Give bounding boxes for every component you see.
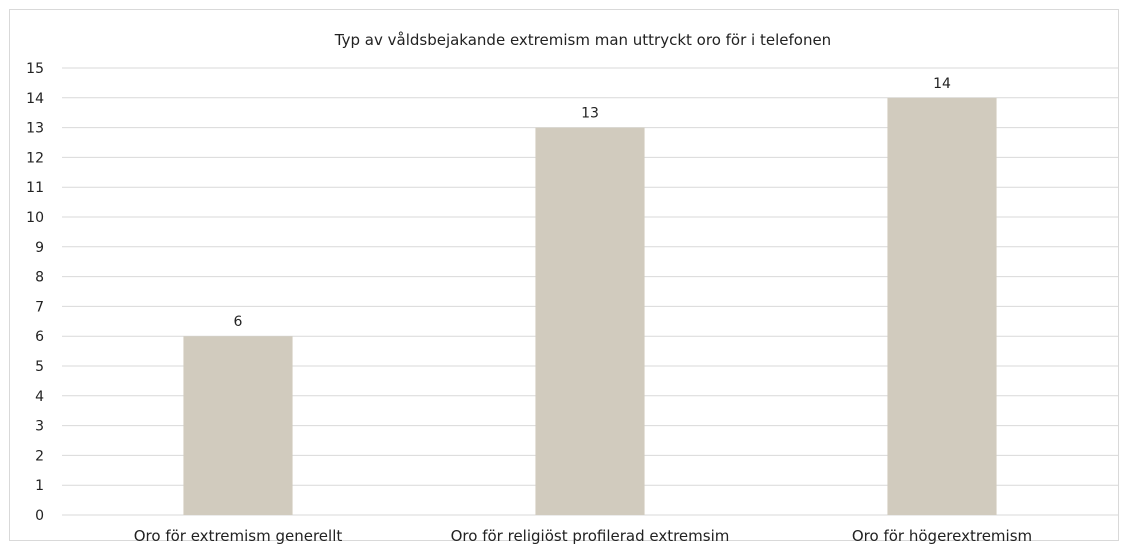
y-tick-label: 13 xyxy=(26,121,44,137)
y-tick-label: 12 xyxy=(26,150,44,166)
y-tick-label: 15 xyxy=(26,61,44,77)
x-axis-categories: Oro för extremism generellt Oro för relig… xyxy=(134,527,1032,545)
data-label: 6 xyxy=(234,314,243,330)
y-tick-label: 5 xyxy=(35,359,44,375)
data-label: 13 xyxy=(581,106,599,122)
y-tick-label: 3 xyxy=(35,419,44,435)
y-tick-label: 4 xyxy=(35,389,44,405)
data-labels: 6 13 14 xyxy=(234,76,951,330)
y-tick-label: 7 xyxy=(35,299,44,315)
y-tick-label: 8 xyxy=(35,270,44,286)
y-tick-label: 14 xyxy=(26,91,44,107)
y-tick-label: 0 xyxy=(35,508,44,524)
y-tick-label: 6 xyxy=(35,329,44,345)
y-tick-label: 10 xyxy=(26,210,44,226)
x-category-label: Oro för högerextremism xyxy=(852,527,1032,545)
bar xyxy=(535,127,645,515)
bar xyxy=(183,336,293,515)
bars xyxy=(183,97,997,516)
y-tick-label: 1 xyxy=(35,478,44,494)
chart-title: Typ av våldsbejakande extremism man uttr… xyxy=(334,31,831,49)
bar xyxy=(887,97,997,516)
y-tick-label: 2 xyxy=(35,448,44,464)
y-tick-label: 9 xyxy=(35,240,44,256)
x-category-label: Oro för extremism generellt xyxy=(134,527,343,545)
x-category-label: Oro för religiöst profilerad extremsim xyxy=(451,527,730,545)
y-tick-label: 11 xyxy=(26,180,44,196)
data-label: 14 xyxy=(933,76,951,92)
